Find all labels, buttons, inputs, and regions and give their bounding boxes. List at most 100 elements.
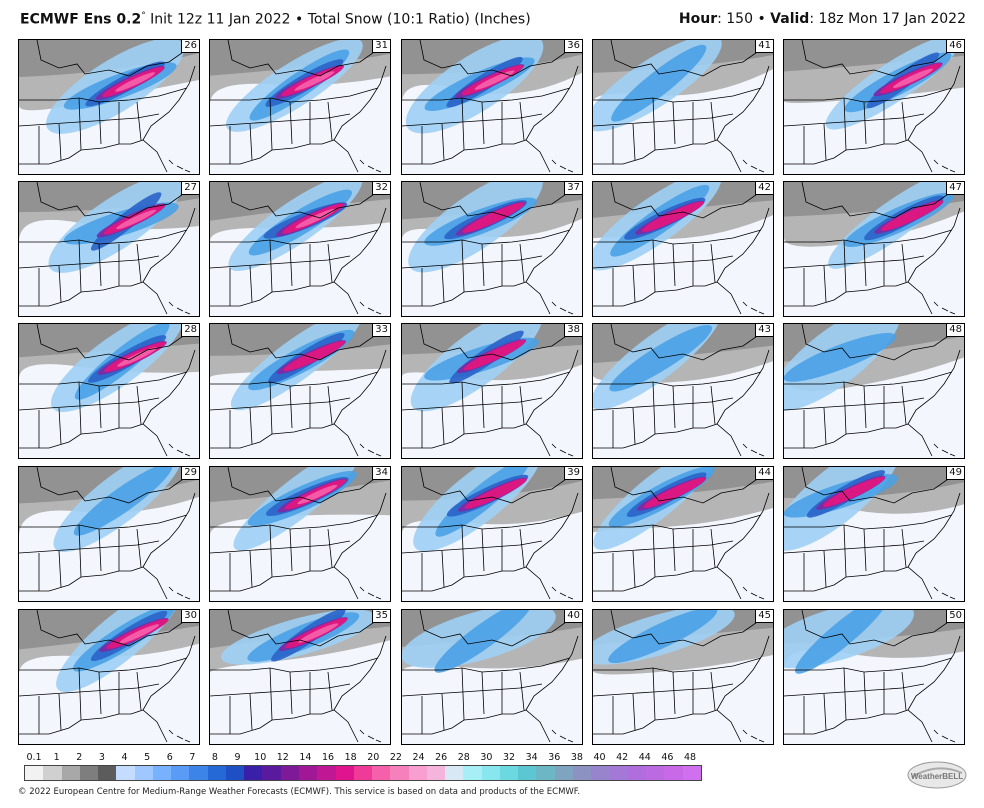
member-number: 47 (946, 182, 964, 195)
ensemble-member-panel: 32 (209, 181, 391, 317)
hour-value: : 150 (717, 11, 753, 27)
snowfall-map (19, 40, 199, 173)
member-number: 41 (755, 40, 773, 53)
ensemble-member-panel: 28 (18, 323, 200, 459)
colorbar-tick-label: 1 (53, 752, 60, 763)
colorbar-tick-label: 28 (457, 752, 470, 763)
member-number: 29 (181, 467, 199, 480)
ensemble-member-panel: 45 (592, 609, 774, 745)
colorbar-swatch (518, 766, 537, 780)
member-number: 33 (372, 324, 390, 337)
colorbar-tick-label: 6 (166, 752, 173, 763)
colorbar-tick-label: 24 (412, 752, 425, 763)
valid-value: : 18z Mon 17 Jan 2022 (809, 11, 966, 27)
colorbar-swatch (609, 766, 628, 780)
ensemble-member-panel: 44 (592, 466, 774, 602)
colorbar-swatch (189, 766, 208, 780)
colorbar-swatch (536, 766, 555, 780)
colorbar-tick-label: 42 (616, 752, 629, 763)
colorbar-tick-label: 7 (189, 752, 196, 763)
colorbar-swatch (664, 766, 683, 780)
ensemble-member-panel: 36 (401, 39, 583, 175)
colorbar-tick-label: 46 (661, 752, 674, 763)
member-number: 48 (946, 324, 964, 337)
colorbar-tick-label: 10 (254, 752, 267, 763)
snowfall-map (784, 610, 964, 743)
snowfall-map (593, 182, 773, 315)
colorbar-swatch (225, 766, 245, 780)
ensemble-member-panel: 37 (401, 181, 583, 317)
colorbar-tick-label: 44 (638, 752, 651, 763)
colorbar-swatch (682, 766, 701, 780)
copyright-text: © 2022 European Centre for Medium-Range … (18, 787, 581, 797)
colorbar-tick-label: 9 (234, 752, 241, 763)
ensemble-member-panel: 31 (209, 39, 391, 175)
snowfall-map (593, 610, 773, 743)
colorbar-swatch (646, 766, 665, 780)
colorbar-swatch (134, 766, 153, 780)
snowfall-map (402, 610, 582, 743)
member-number: 27 (181, 182, 199, 195)
colorbar-swatch (280, 766, 299, 780)
snowfall-map (784, 467, 964, 600)
init-time: Init 12z 11 Jan 2022 (145, 11, 291, 28)
colorbar-tick-label: 22 (389, 752, 402, 763)
colorbar-swatch (207, 766, 226, 780)
degree-symbol: ° (141, 11, 146, 21)
snowfall-map (210, 40, 390, 173)
colorbar-swatch (152, 766, 172, 780)
colorbar-tick-label: 48 (683, 752, 697, 763)
snowfall-map (402, 324, 582, 457)
colorbar-tick-label: 20 (367, 752, 380, 763)
ensemble-member-panel: 42 (592, 181, 774, 317)
ensemble-member-panel: 48 (783, 323, 965, 459)
colorbar-tick-label: 38 (570, 752, 583, 763)
ensemble-member-panel: 41 (592, 39, 774, 175)
snowfall-map (784, 40, 964, 173)
colorbar-tick-label: 8 (211, 752, 218, 763)
member-number: 42 (755, 182, 773, 195)
snowfall-colorbar (24, 765, 702, 781)
ensemble-member-panel: 30 (18, 609, 200, 745)
ensemble-member-panel: 26 (18, 39, 200, 175)
snowfall-map (210, 610, 390, 743)
ensemble-member-panel: 38 (401, 323, 583, 459)
member-number: 36 (564, 40, 582, 53)
weatherbell-logo: WeatherBELL (907, 761, 967, 789)
ensemble-member-panel: 39 (401, 466, 583, 602)
map-title: ECMWF Ens 0.2° Init 12z 11 Jan 2022 • To… (20, 11, 531, 28)
colorbar-swatch (390, 766, 409, 780)
member-number: 28 (181, 324, 199, 337)
member-number: 30 (181, 610, 199, 623)
ensemble-member-panel: 35 (209, 609, 391, 745)
ensemble-member-panel: 29 (18, 466, 200, 602)
colorbar-swatch (298, 766, 318, 780)
colorbar-tick-label: 3 (98, 752, 105, 763)
valid-time: Hour: 150 • Valid: 18z Mon 17 Jan 2022 (679, 11, 966, 27)
colorbar-swatch (481, 766, 500, 780)
colorbar-ticks: 0.1 1 2 3 4 5 6 7 8 9 10 12 14 16 18 20 22 24 26 28 30 32 34 36… (24, 752, 700, 764)
snowfall-map (210, 182, 390, 315)
snowfall-map (402, 40, 582, 173)
hour-label: Hour (678, 11, 718, 27)
snowfall-map (19, 467, 199, 600)
member-number: 37 (564, 182, 582, 195)
snowfall-map (784, 182, 964, 315)
member-number: 43 (755, 324, 773, 337)
colorbar-swatch (372, 766, 391, 780)
member-number: 46 (946, 40, 964, 53)
colorbar-tick-label: 36 (548, 752, 561, 763)
snowfall-map (593, 40, 773, 173)
colorbar-tick-label: 5 (144, 752, 151, 763)
ensemble-member-panel: 40 (401, 609, 583, 745)
colorbar-swatch (25, 766, 44, 780)
snowfall-map (593, 467, 773, 600)
member-number: 34 (372, 467, 390, 480)
ensemble-member-panel: 33 (209, 323, 391, 459)
snowfall-map (402, 467, 582, 600)
snowfall-map (19, 324, 199, 457)
colorbar-tick-label: 2 (76, 752, 83, 763)
colorbar-swatch (554, 766, 573, 780)
model-name: ECMWF Ens 0.2 (20, 11, 142, 28)
colorbar-swatch (627, 766, 647, 780)
